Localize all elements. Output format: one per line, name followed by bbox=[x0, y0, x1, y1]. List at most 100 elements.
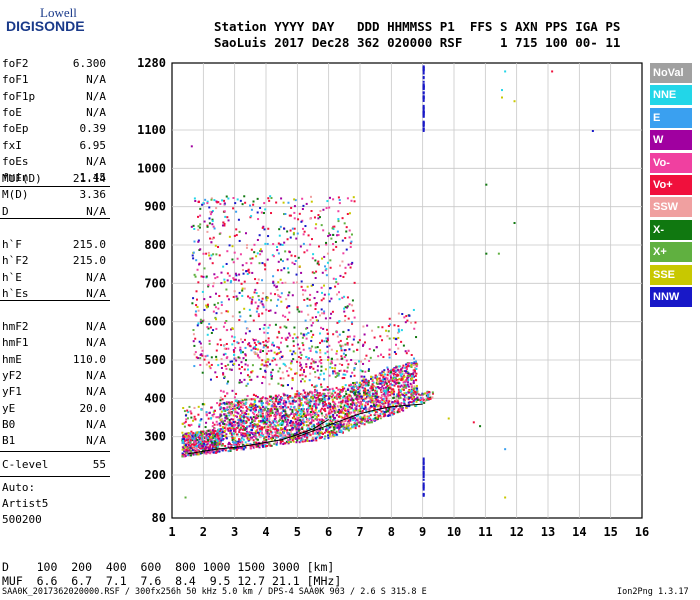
echo-point bbox=[380, 401, 383, 404]
echo-point bbox=[225, 367, 228, 370]
echo-point bbox=[258, 342, 261, 345]
echo-point bbox=[199, 320, 202, 323]
echo-point bbox=[263, 436, 266, 439]
echo-point bbox=[394, 402, 397, 405]
echo-point bbox=[334, 407, 337, 410]
echo-point bbox=[352, 196, 355, 199]
echo-point bbox=[244, 432, 247, 435]
echo-point bbox=[388, 356, 391, 359]
echo-point bbox=[281, 371, 284, 374]
echo-point bbox=[306, 420, 309, 423]
echo-point bbox=[376, 413, 379, 416]
echo-point bbox=[335, 430, 338, 433]
echo-point bbox=[298, 361, 301, 364]
echo-point bbox=[221, 439, 224, 442]
echo-point bbox=[198, 446, 201, 449]
echo-point bbox=[398, 330, 401, 333]
echo-point bbox=[237, 422, 240, 425]
echo-point bbox=[210, 432, 213, 435]
echo-point bbox=[258, 356, 261, 359]
echo-point bbox=[280, 341, 283, 344]
echo-point bbox=[257, 431, 260, 434]
echo-point bbox=[186, 450, 189, 453]
echo-point bbox=[243, 378, 246, 381]
echo-point bbox=[187, 432, 190, 435]
echo-point bbox=[199, 207, 202, 210]
echo-point bbox=[207, 432, 210, 435]
echo-point bbox=[305, 327, 308, 330]
echo-point bbox=[235, 295, 238, 298]
echo-point bbox=[192, 447, 195, 450]
echo-point bbox=[318, 402, 321, 405]
echo-point bbox=[187, 411, 190, 414]
echo-point bbox=[277, 298, 280, 301]
y-tick-label: 300 bbox=[144, 430, 166, 444]
echo-point bbox=[341, 357, 344, 360]
echo-point bbox=[377, 355, 380, 358]
echo-point bbox=[223, 222, 226, 225]
echo-point bbox=[251, 257, 254, 260]
echo-point bbox=[304, 375, 307, 378]
echo-point bbox=[253, 351, 256, 354]
echo-point bbox=[199, 452, 202, 455]
echo-point bbox=[323, 312, 326, 315]
echo-point bbox=[199, 364, 202, 367]
echo-point bbox=[340, 431, 343, 434]
echo-point bbox=[322, 208, 325, 211]
echo-point bbox=[348, 406, 351, 409]
echo-point bbox=[241, 406, 244, 409]
echo-point bbox=[339, 411, 342, 414]
echo-point bbox=[353, 381, 356, 384]
echo-point bbox=[324, 352, 327, 355]
echo-point bbox=[190, 416, 193, 419]
echo-point bbox=[199, 440, 202, 443]
echo-point bbox=[283, 408, 286, 411]
echo-point bbox=[357, 401, 360, 404]
echo-point bbox=[194, 439, 197, 442]
echo-point bbox=[390, 371, 393, 374]
echo-point bbox=[309, 347, 312, 350]
echo-point bbox=[391, 401, 394, 404]
echo-point bbox=[388, 372, 391, 375]
echo-point bbox=[187, 434, 190, 437]
echo-point bbox=[348, 398, 351, 401]
echo-point bbox=[302, 430, 305, 433]
echo-point bbox=[371, 329, 374, 332]
echo-point bbox=[181, 452, 184, 455]
echo-point bbox=[319, 408, 322, 411]
echo-point bbox=[261, 412, 264, 415]
echo-point bbox=[193, 444, 196, 447]
echo-point bbox=[334, 431, 337, 434]
echo-point bbox=[392, 412, 395, 415]
echo-point bbox=[262, 419, 265, 422]
echo-point bbox=[321, 402, 324, 405]
echo-point bbox=[413, 385, 416, 388]
echo-point bbox=[225, 402, 228, 405]
echo-point bbox=[187, 441, 190, 444]
echo-point bbox=[387, 368, 390, 371]
echo-point bbox=[383, 369, 386, 372]
echo-point bbox=[284, 410, 287, 413]
echo-point bbox=[191, 447, 194, 450]
echo-point bbox=[244, 338, 247, 341]
echo-point bbox=[211, 437, 214, 440]
echo-point bbox=[239, 348, 242, 351]
echo-point bbox=[302, 293, 305, 296]
echo-point bbox=[297, 425, 300, 428]
echo-point bbox=[301, 428, 304, 431]
echo-point bbox=[260, 363, 263, 366]
echo-point bbox=[402, 393, 405, 396]
echo-point bbox=[323, 293, 326, 296]
echo-point bbox=[350, 321, 353, 324]
echo-point bbox=[318, 314, 321, 317]
x-tick-label: 1 bbox=[168, 525, 175, 539]
echo-point bbox=[234, 272, 237, 275]
echo-point bbox=[315, 393, 318, 396]
echo-point bbox=[306, 429, 309, 432]
echo-point bbox=[395, 352, 398, 355]
echo-point bbox=[279, 243, 282, 246]
echo-point bbox=[266, 428, 269, 431]
echo-point bbox=[338, 412, 341, 415]
echo-point bbox=[204, 448, 207, 451]
echo-point bbox=[216, 402, 219, 405]
